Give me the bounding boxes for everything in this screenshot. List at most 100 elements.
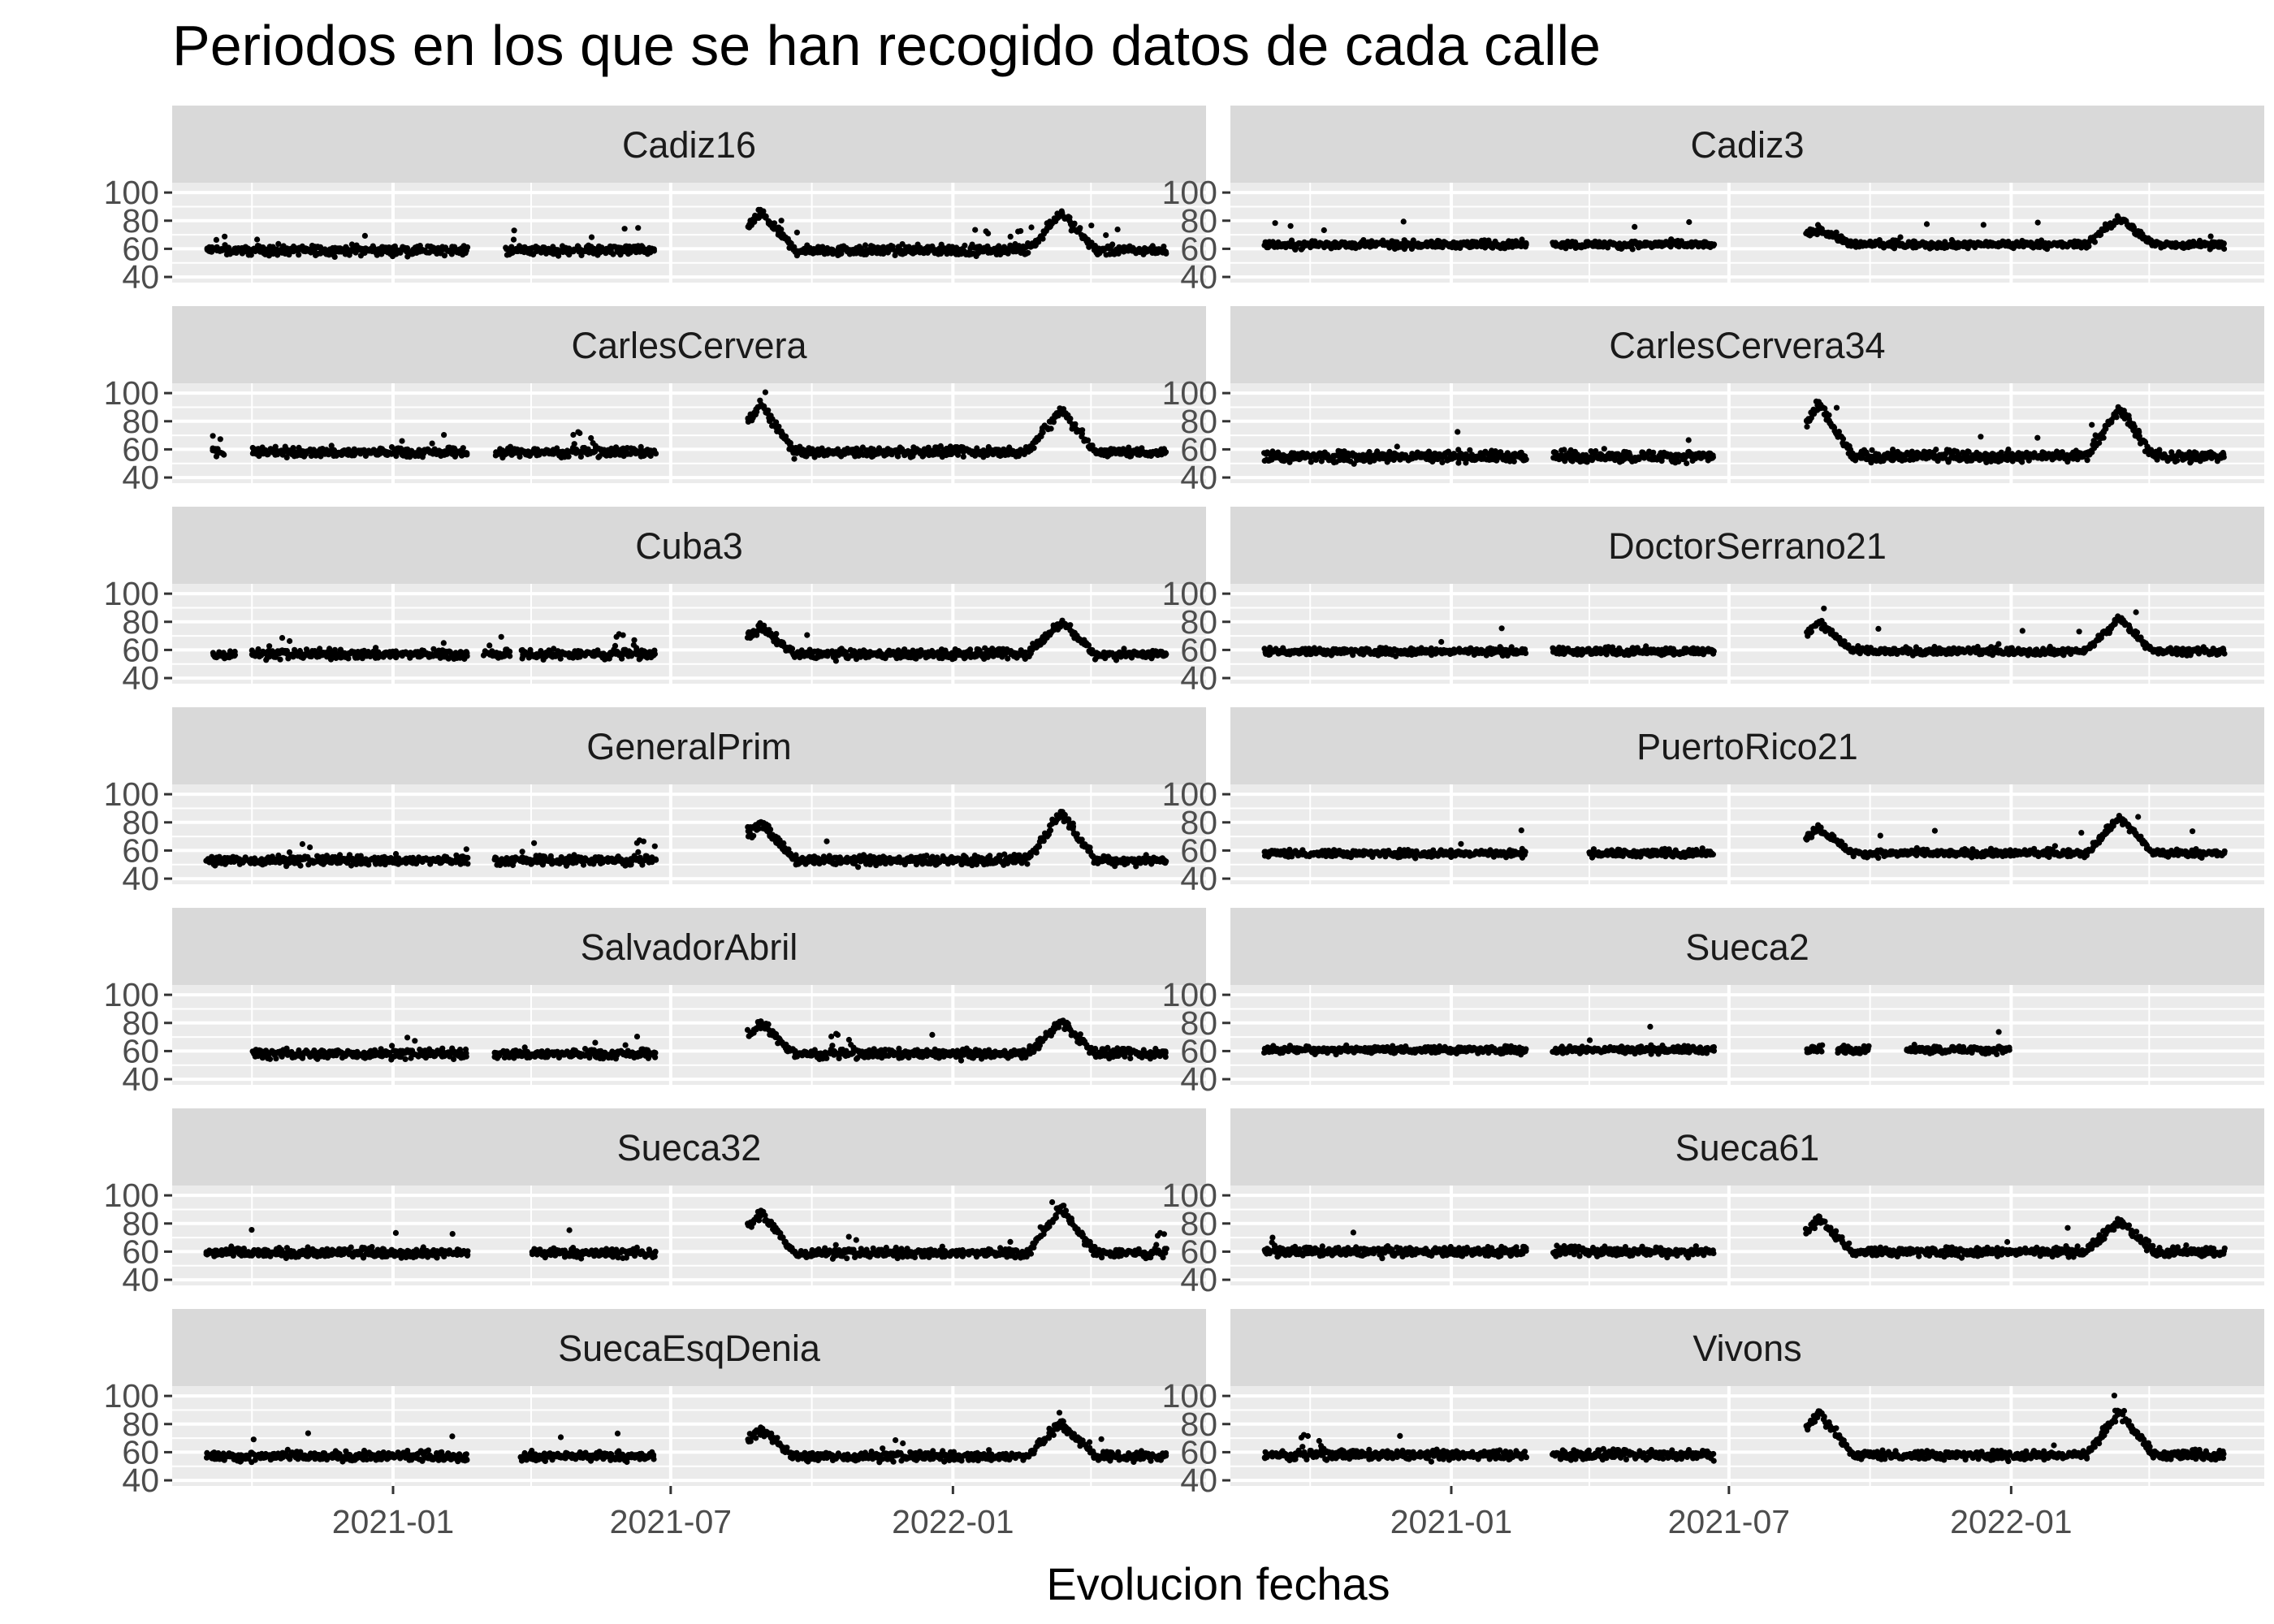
data-point — [620, 632, 626, 638]
data-point — [222, 233, 228, 240]
y-tick-label: 80 — [122, 202, 159, 240]
facet-panel — [172, 183, 1206, 283]
data-point — [791, 456, 798, 462]
data-point — [610, 251, 616, 257]
data-point — [1523, 456, 1529, 463]
facet-panel — [172, 383, 1206, 483]
data-point — [621, 226, 628, 232]
data-point — [1394, 443, 1400, 450]
data-point — [1028, 224, 1035, 231]
data-point — [275, 240, 282, 247]
data-point — [791, 244, 798, 250]
data-point — [1826, 412, 1832, 418]
data-point — [571, 441, 577, 447]
data-point — [1296, 456, 1303, 462]
data-point — [217, 436, 223, 443]
data-point — [1109, 241, 1116, 248]
data-point — [1071, 220, 1078, 227]
data-point — [510, 236, 517, 243]
data-point — [361, 232, 368, 239]
data-point — [226, 244, 232, 251]
data-point — [1686, 218, 1693, 226]
facet-strip — [172, 106, 1206, 183]
data-point — [448, 251, 455, 257]
data-point — [1048, 425, 1054, 432]
data-point — [651, 447, 658, 454]
data-point — [1561, 447, 1567, 453]
data-point — [2089, 421, 2095, 428]
data-point — [210, 433, 216, 439]
facet-strip-label: Cadiz3 — [1690, 124, 1804, 166]
data-point — [1018, 227, 1024, 235]
data-point — [2098, 231, 2104, 238]
data-point — [1400, 218, 1407, 225]
data-point — [287, 637, 293, 645]
data-point — [2034, 219, 2041, 226]
data-point — [2174, 457, 2181, 464]
data-point — [507, 648, 513, 655]
data-point — [1007, 233, 1014, 240]
data-point — [218, 450, 225, 456]
data-point — [231, 653, 238, 659]
data-point — [2034, 434, 2041, 441]
data-point — [277, 656, 283, 663]
data-point — [1710, 454, 1716, 460]
data-point — [832, 658, 839, 664]
data-point — [498, 633, 504, 640]
data-point — [1103, 232, 1109, 239]
data-point — [889, 244, 896, 250]
data-point — [1629, 246, 1636, 253]
data-point — [763, 213, 769, 220]
data-point — [440, 640, 447, 646]
data-point — [2084, 457, 2090, 464]
data-point — [577, 430, 583, 437]
data-point — [429, 440, 435, 447]
data-point — [1804, 423, 1810, 430]
data-point — [962, 242, 968, 248]
data-point — [789, 646, 796, 652]
data-point — [1626, 450, 1632, 456]
data-point — [511, 227, 517, 234]
data-point — [1685, 437, 1692, 443]
data-point — [778, 218, 785, 224]
facet-panel — [1230, 183, 2264, 283]
data-point — [960, 453, 966, 460]
data-point — [1684, 460, 1690, 467]
data-point — [985, 231, 992, 237]
data-point — [793, 229, 801, 235]
data-point — [1819, 404, 1827, 411]
data-point — [254, 236, 261, 243]
data-point — [1162, 248, 1169, 255]
data-point — [771, 220, 778, 227]
data-point — [557, 655, 564, 662]
facet-strip-label: CarlesCervera34 — [1609, 325, 1885, 366]
data-point — [1084, 438, 1091, 444]
data-point — [1439, 459, 1446, 466]
data-point — [757, 397, 763, 404]
data-point — [463, 450, 469, 456]
y-tick-label: 100 — [104, 575, 159, 612]
data-point — [1632, 223, 1638, 230]
data-point — [399, 438, 405, 444]
data-point — [752, 412, 759, 418]
data-point — [2125, 412, 2132, 419]
data-point — [975, 646, 982, 653]
data-point — [266, 643, 273, 650]
data-point — [1114, 227, 1121, 233]
data-point — [862, 242, 869, 248]
data-point — [441, 253, 448, 259]
facet-panel — [1230, 383, 2264, 483]
data-point — [1079, 427, 1086, 434]
facet-strip-label: Cuba3 — [635, 525, 743, 567]
data-point — [1025, 249, 1031, 256]
data-point — [588, 234, 595, 240]
data-point — [2019, 459, 2025, 465]
data-point — [2142, 438, 2148, 445]
data-point — [1523, 240, 1529, 247]
data-point — [1682, 455, 1688, 461]
data-point — [2086, 243, 2092, 249]
